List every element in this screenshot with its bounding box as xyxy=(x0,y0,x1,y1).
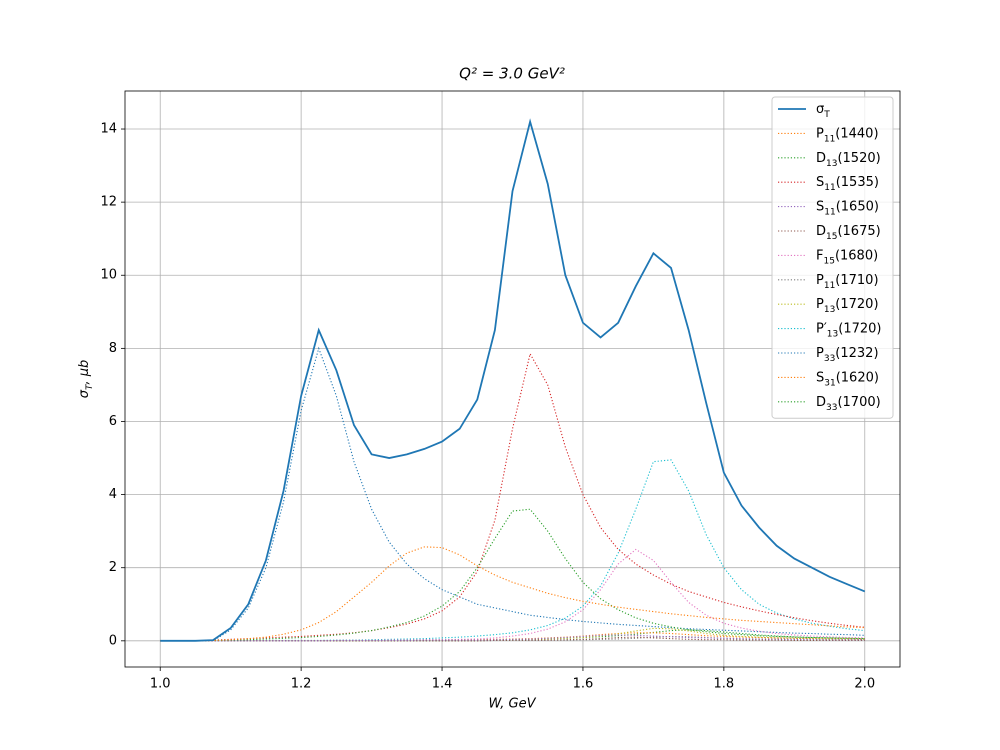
y-tick-label: 8 xyxy=(109,341,117,356)
y-tick-label: 2 xyxy=(109,560,117,575)
series-line xyxy=(160,346,865,642)
legend-label: D33(1700) xyxy=(816,394,881,412)
legend-label: D15(1675) xyxy=(816,224,881,242)
x-tick-label: 1.0 xyxy=(150,677,171,692)
series-line xyxy=(160,546,865,642)
y-tick-label: 0 xyxy=(109,633,117,648)
series-line xyxy=(160,508,865,642)
series-line xyxy=(160,634,865,642)
legend-label: σT xyxy=(816,102,830,120)
x-tick-label: 2.0 xyxy=(854,677,875,692)
y-tick-label: 10 xyxy=(100,268,117,283)
legend-label: P′13(1720) xyxy=(816,321,881,339)
x-tick-label: 1.2 xyxy=(291,677,312,692)
y-tick-label: 4 xyxy=(109,487,117,502)
y-tick-label: 6 xyxy=(109,414,117,429)
x-tick-label: 1.4 xyxy=(432,677,453,692)
legend-label: S31(1620) xyxy=(816,370,879,388)
x-axis-label: W, GeV xyxy=(488,697,536,712)
series-line xyxy=(160,548,865,642)
chart-title: Q² = 3.0 GeV² xyxy=(459,65,565,83)
series-line xyxy=(160,459,865,642)
legend-label: P13(1720) xyxy=(816,297,879,315)
legend-box xyxy=(771,96,894,419)
x-tick-label: 1.6 xyxy=(573,677,594,692)
x-tick-label: 1.8 xyxy=(714,677,735,692)
legend-label: P11(1710) xyxy=(816,272,879,290)
series-line xyxy=(160,118,866,642)
legend-label: S11(1650) xyxy=(816,199,879,217)
y-axis-label: σT, μb xyxy=(77,360,95,399)
series-line xyxy=(160,636,865,642)
legend-label: P11(1440) xyxy=(816,126,879,144)
legend-label: S11(1535) xyxy=(816,175,879,193)
legend-label: D13(1520) xyxy=(816,150,881,168)
plot-frame xyxy=(124,90,901,668)
series-line xyxy=(160,352,865,642)
legend-label: F15(1680) xyxy=(816,248,878,266)
y-tick-label: 12 xyxy=(100,195,117,210)
y-tick-label: 14 xyxy=(100,122,117,137)
legend-label: P33(1232) xyxy=(816,346,879,364)
